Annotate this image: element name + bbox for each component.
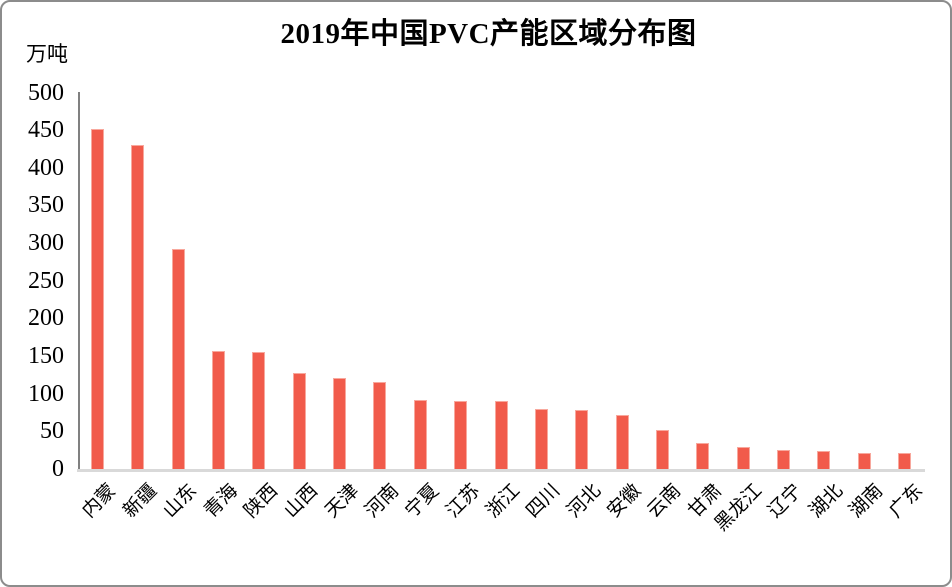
x-tick-label: 浙江: [482, 480, 525, 523]
bar: [817, 450, 831, 469]
x-tick-label: 广东: [885, 480, 928, 523]
x-tick-label: 宁夏: [401, 480, 444, 523]
bar: [575, 410, 589, 469]
bar: [333, 377, 347, 469]
x-tick-label: 四川: [522, 480, 565, 523]
x-axis-line: [77, 468, 925, 472]
bar: [413, 399, 427, 469]
y-tick-label: 300: [28, 230, 64, 257]
x-tick-label: 河南: [361, 480, 404, 523]
bar: [212, 350, 226, 469]
y-tick-label: 400: [28, 154, 64, 181]
y-tick-label: 50: [40, 418, 64, 445]
x-tick-label: 山东: [159, 480, 202, 523]
y-tick-label: 250: [28, 267, 64, 294]
bar: [292, 373, 306, 469]
x-tick-label: 天津: [321, 480, 363, 523]
chart-title: 2019年中国PVC产能区域分布图: [280, 18, 697, 50]
bar: [131, 145, 145, 469]
x-tick-label: 山西: [280, 480, 323, 523]
x-tick-label: 湖北: [805, 480, 847, 523]
bar: [494, 401, 508, 469]
x-tick-label: 湖南: [845, 480, 888, 523]
bar: [171, 249, 185, 469]
bar: [736, 447, 750, 469]
x-tick-label: 云南: [643, 480, 686, 523]
bar: [696, 442, 710, 469]
bar: [857, 453, 871, 469]
y-axis-line: [78, 92, 80, 471]
bar: [776, 450, 790, 469]
bar: [91, 128, 104, 469]
y-tick-label: 450: [28, 117, 64, 144]
bar: [655, 429, 669, 469]
y-tick-label: 100: [28, 380, 64, 407]
x-tick-label: 陕西: [240, 480, 283, 523]
y-axis-unit-label: 万吨: [26, 42, 68, 66]
y-tick-label: 0: [52, 456, 64, 482]
x-tick-label: 新疆: [119, 480, 161, 523]
y-tick-label: 150: [28, 343, 64, 370]
bar: [252, 352, 266, 469]
bar: [615, 414, 629, 469]
bar: [373, 381, 387, 469]
x-tick-label: 河北: [563, 480, 605, 523]
x-tick-label: 青海: [199, 480, 242, 523]
y-tick-label: 500: [28, 79, 64, 106]
x-tick-label: 辽宁: [764, 480, 807, 523]
bar: [898, 453, 911, 469]
x-tick-label: 安徽: [603, 480, 646, 523]
x-tick-label: 江苏: [442, 480, 484, 523]
x-tick-label: 内蒙: [78, 480, 121, 523]
y-tick-label: 350: [28, 192, 64, 219]
bar: [454, 401, 468, 469]
bar: [534, 408, 548, 469]
y-tick-label: 200: [28, 305, 64, 332]
